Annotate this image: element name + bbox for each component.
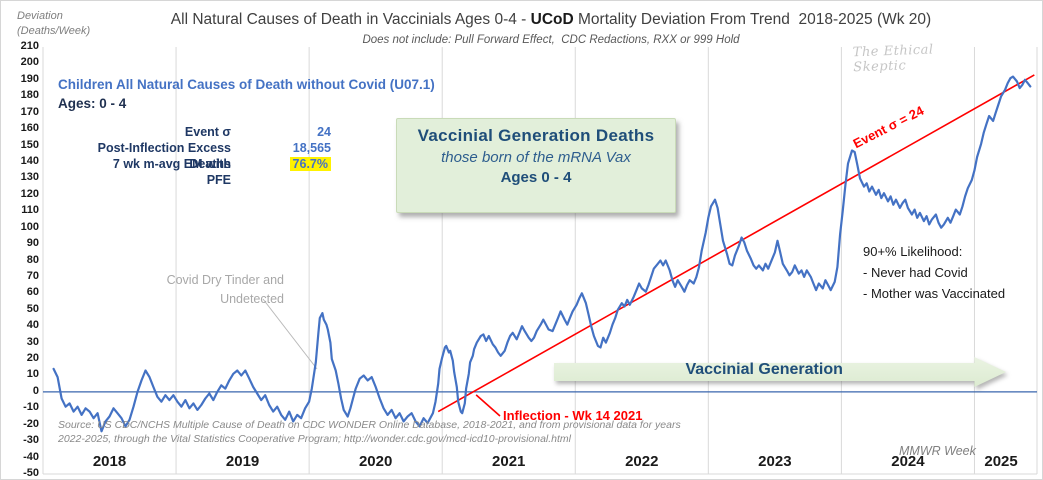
stat-value-highlighted: 76.7% (251, 156, 331, 172)
y-axis-title-line2: (Deaths/Week) (17, 25, 91, 37)
source-line1: Source: US CDC/NCHS Multiple Cause of De… (58, 419, 681, 431)
stat-label: Event σ (184, 125, 231, 139)
dry-tinder-leader-line (262, 298, 318, 370)
chart-subtitle: Does not include: Pull Forward Effect, C… (362, 34, 740, 46)
stat-label: 7 wk m-avg EM with PFE (112, 157, 231, 187)
callout-ages: Ages 0 - 4 (500, 169, 572, 186)
watermark-signature: The Ethical Skeptic (852, 42, 934, 76)
dry-tinder-annotation: Covid Dry Tinder and Undetected (134, 271, 284, 309)
x-tick-label: 2018 (92, 453, 127, 470)
x-tick-label: 2023 (758, 453, 792, 470)
y-tick-label: -50 (23, 467, 39, 479)
vaccinial-generation-arrow: Vaccinial Generation (554, 357, 1006, 387)
y-tick-label: 170 (20, 105, 39, 118)
series-description-label: Children All Natural Causes of Death wit… (58, 77, 435, 92)
y-tick-label: 50 (26, 302, 39, 315)
x-tick-label: 2025 (984, 453, 1018, 470)
x-tick-label: 2021 (492, 453, 526, 470)
y-tick-label: 200 (20, 56, 39, 69)
y-tick-label: 150 (20, 138, 39, 151)
x-tick-label: 2020 (358, 453, 393, 470)
y-tick-label: 190 (20, 72, 39, 85)
y-axis-title: Deviation (Deaths/Week) (17, 9, 90, 39)
y-tick-label: 130 (20, 171, 39, 184)
y-tick-label: 180 (20, 89, 39, 102)
y-tick-label: 120 (20, 187, 39, 200)
y-tick-label: 90 (26, 237, 39, 250)
y-tick-label: 110 (21, 204, 39, 217)
y-axis-title-line1: Deviation (17, 10, 63, 22)
y-tick-label: -10 (23, 401, 39, 414)
y-tick-label: -30 (23, 434, 39, 447)
y-tick-label: 70 (26, 269, 39, 282)
likelihood-line2: - Never had Covid (863, 265, 968, 280)
y-tick-label: 100 (20, 220, 39, 233)
callout-title: Vaccinial Generation Deaths (417, 126, 655, 145)
y-tick-label: 10 (26, 368, 39, 381)
arrow-label: Vaccinial Generation (685, 361, 843, 378)
y-tick-label: 80 (26, 253, 39, 266)
chart-title: All Natural Causes of Death in Vaccinial… (91, 11, 1011, 29)
x-tick-label: 2022 (625, 453, 659, 470)
series-ages-label: Ages: 0 - 4 (58, 96, 127, 111)
x-tick-label: 2019 (225, 453, 260, 470)
y-tick-label: 210 (20, 40, 39, 52)
vaccinial-generation-callout: Vaccinial Generation Deaths those born o… (396, 118, 676, 213)
x-tick-label: 2024 (891, 453, 925, 470)
x-axis-title: MMWR Week (899, 444, 976, 458)
stat-value-text: 76.7% (289, 157, 331, 171)
dry-tinder-line1: Covid Dry Tinder and (166, 273, 284, 287)
y-tick-label: 160 (20, 122, 39, 135)
source-citation: Source: US CDC/NCHS Multiple Cause of De… (58, 418, 681, 446)
trend-line (437, 74, 1035, 413)
likelihood-line3: - Mother was Vaccinated (863, 286, 1006, 301)
chart-title-prefix: All Natural Causes of Death in Vaccinial… (170, 11, 531, 28)
y-tick-label: 60 (26, 286, 39, 299)
inflection-annotation: Inflection - Wk 14 2021 (503, 408, 643, 423)
mortality-deviation-line (52, 75, 1032, 433)
dry-tinder-line2: Undetected (220, 292, 284, 306)
likelihood-line1: 90+% Likelihood: (863, 244, 963, 259)
inflection-leader-line (475, 394, 501, 417)
stat-label: Post-Inflection Excess Deaths (97, 141, 231, 171)
source-line2: 2022-2025, through the Vital Statistics … (58, 433, 572, 445)
y-tick-label: 30 (26, 335, 39, 348)
stat-value: 18,565 (292, 141, 331, 155)
stat-value: 24 (317, 125, 331, 139)
chart-title-suffix: Mortality Deviation From Trend 2018-2025… (573, 11, 932, 28)
likelihood-annotation: 90+% Likelihood: - Never had Covid - Mot… (863, 241, 1005, 304)
y-tick-label: 40 (26, 319, 39, 332)
y-tick-label: -40 (23, 450, 39, 463)
y-tick-label: -20 (23, 417, 39, 430)
chart-title-ucod: UCoD (530, 11, 574, 28)
y-tick-label: 20 (26, 352, 39, 365)
y-tick-label: 0 (32, 384, 39, 397)
y-tick-label: 140 (20, 154, 39, 167)
callout-subtitle: those born of the mRNA Vax (441, 149, 631, 166)
